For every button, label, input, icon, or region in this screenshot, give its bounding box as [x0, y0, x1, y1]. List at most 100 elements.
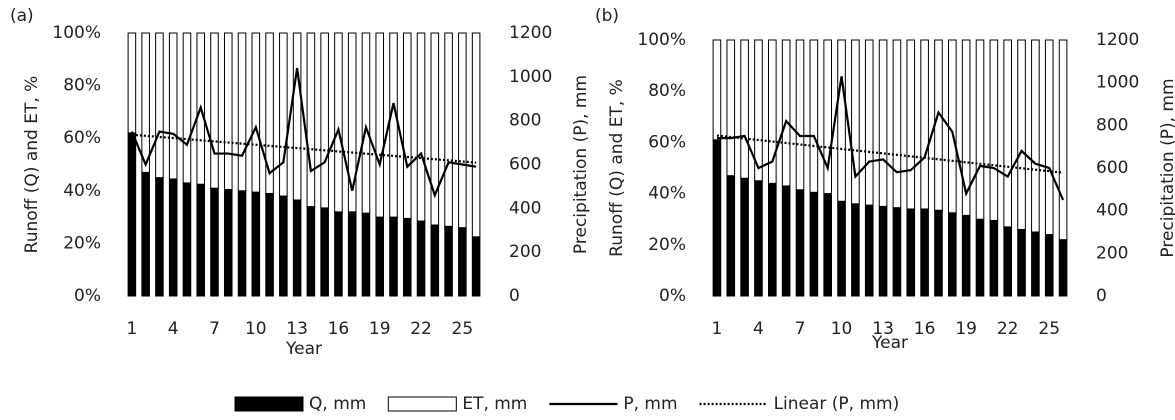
bar-segment — [754, 39, 763, 182]
bar-segment — [975, 39, 985, 220]
x-tick-label: 10 — [245, 319, 267, 339]
x-tick-label: 7 — [795, 319, 806, 339]
x-tick-label: 13 — [872, 319, 894, 339]
bar-segment — [809, 39, 819, 193]
bar-segment — [809, 191, 819, 297]
bar-segment — [196, 183, 206, 297]
x-tick-label: 25 — [1038, 319, 1060, 339]
bar-segment — [444, 32, 453, 227]
x-tick-label: 1 — [712, 319, 723, 339]
bar-segment — [740, 39, 749, 179]
legend-label: P, mm — [623, 394, 677, 414]
bar-segment — [210, 32, 219, 189]
y2-tick-label: 1000 — [509, 67, 552, 87]
bar-segment — [182, 182, 192, 297]
y-tick-label: 20% — [648, 235, 686, 255]
bar-segment — [416, 32, 426, 222]
bar-segment — [1017, 39, 1026, 230]
y2-tick-label: 600 — [509, 155, 541, 175]
bar-segment — [1044, 234, 1054, 297]
x-tick-label: 16 — [328, 319, 350, 339]
x-tick-label: 4 — [753, 319, 764, 339]
bar-segment — [127, 132, 137, 297]
y2-tick-label: 600 — [1096, 158, 1128, 178]
y2-tick-label: 0 — [509, 286, 520, 306]
bar-segment — [1017, 228, 1026, 297]
bar-segment — [823, 39, 833, 195]
bar-segment — [1031, 39, 1040, 233]
trendline — [131, 133, 477, 164]
bar-segment — [168, 32, 178, 180]
bar-segment — [389, 216, 398, 297]
bar-segment — [430, 224, 440, 297]
bar-segment — [402, 32, 412, 219]
x-tick-label: 22 — [410, 319, 432, 339]
bar-segment — [334, 32, 343, 213]
y2-tick-label: 1200 — [509, 23, 552, 43]
bar-segment — [347, 211, 357, 297]
bar-segment — [726, 175, 736, 297]
panel-label: (a) — [10, 6, 34, 26]
bar-segment — [768, 182, 777, 297]
bar-segment — [251, 191, 261, 297]
bar-segment — [279, 32, 288, 197]
bar-segment — [712, 39, 722, 141]
bar-segment — [127, 32, 137, 134]
bar-segment — [878, 205, 888, 297]
bar-segment — [361, 32, 371, 214]
bar-segment — [306, 32, 316, 208]
y-tick-label: 80% — [648, 81, 686, 101]
bar-segment — [989, 219, 999, 297]
bar-segment — [168, 178, 178, 297]
y-tick-label: 0% — [659, 286, 686, 306]
x-axis-title: Year — [285, 339, 322, 359]
legend-swatch — [234, 396, 304, 412]
bar-segment — [781, 185, 791, 297]
bar-segment — [237, 190, 247, 297]
bar-segment — [864, 39, 874, 206]
y-tick-label: 80% — [63, 76, 101, 96]
y2-tick-label: 0 — [1096, 286, 1107, 306]
legend-label: Q, mm — [309, 394, 366, 414]
y2-axis-title: Precipitation (P), mm — [1158, 78, 1175, 257]
bar-segment — [458, 32, 467, 229]
x-tick-label: 16 — [914, 319, 936, 339]
bar-segment — [237, 32, 247, 192]
bar-segment — [347, 32, 357, 213]
line-series — [716, 76, 1065, 201]
legend-label: ET, mm — [462, 394, 527, 414]
bar-segment — [223, 32, 233, 190]
bar-segment — [851, 203, 860, 297]
bar-segment — [141, 32, 150, 173]
bar-segment — [712, 139, 722, 297]
bar-segment — [471, 236, 481, 297]
y-tick-label: 60% — [63, 128, 101, 148]
bar-segment — [989, 39, 999, 221]
bar-segment — [471, 32, 481, 238]
bar-segment — [223, 188, 233, 297]
y-axis-title: Runoff (Q) and ET, % — [607, 79, 627, 257]
bar-segment — [920, 39, 929, 210]
y-tick-label: 60% — [648, 132, 686, 152]
bar-segment — [795, 189, 805, 297]
bar-segment — [948, 212, 957, 297]
bar-segment — [906, 39, 916, 210]
y2-tick-label: 800 — [509, 111, 541, 131]
bar-segment — [934, 209, 943, 297]
x-axis-title: Year — [871, 333, 908, 353]
bar-segment — [781, 39, 791, 187]
bar-segment — [389, 32, 398, 218]
bar-segment — [416, 220, 426, 297]
bar-segment — [375, 32, 385, 218]
bar-segment — [306, 206, 316, 297]
bar-segment — [402, 217, 412, 297]
bar-segment — [961, 214, 971, 297]
x-tick-label: 13 — [286, 319, 308, 339]
bar-segment — [1031, 231, 1040, 297]
y-tick-label: 20% — [63, 233, 101, 253]
bar-segment — [768, 39, 777, 184]
x-tick-label: 22 — [997, 319, 1019, 339]
bar-segment — [1044, 39, 1054, 236]
x-tick-label: 4 — [168, 319, 179, 339]
